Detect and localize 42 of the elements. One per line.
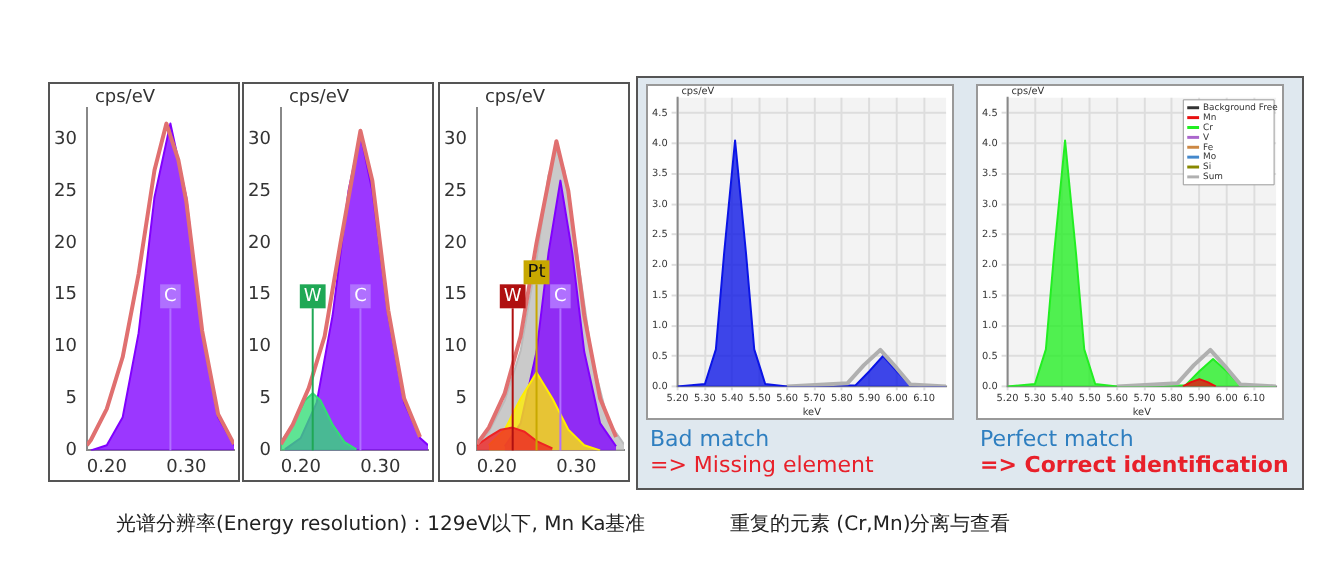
- y-tick-label: 0: [259, 441, 272, 462]
- y-tick-label: 15: [444, 285, 467, 306]
- y-tick-label: 15: [54, 285, 77, 306]
- y-tick-label: 0: [65, 441, 78, 462]
- text: 光谱分辨率(Energy resolution)：129eV以下, Mn Ka基准: [116, 511, 646, 538]
- y-tick-label: 25: [248, 181, 271, 202]
- ref-line-label: C: [164, 287, 177, 308]
- text: => Correct identification: [980, 452, 1289, 478]
- y-axis-title: cps/eV: [94, 87, 157, 108]
- x-tick-label: 0.30: [166, 457, 207, 478]
- y-tick-label: 25: [54, 181, 77, 202]
- y-axis-title: cps/eV: [484, 87, 547, 108]
- ref-line-label: W: [303, 287, 322, 308]
- y-tick-label: 25: [444, 181, 467, 202]
- y-tick-label: 5: [455, 389, 467, 410]
- y-tick-label: 10: [54, 337, 78, 358]
- text: Bad match: [650, 426, 770, 452]
- y-axis-title: cps/eV: [288, 87, 351, 108]
- ref-line-label: C: [554, 287, 567, 308]
- y-tick-label: 20: [54, 233, 78, 254]
- x-tick-label: 0.20: [86, 457, 128, 478]
- x-tick-label: 0.30: [556, 457, 597, 478]
- y-tick-label: 30: [444, 129, 468, 150]
- text: Perfect match: [980, 426, 1134, 452]
- ref-line-label: W: [503, 287, 522, 308]
- text: => Missing element: [650, 452, 874, 478]
- x-tick-label: 0.20: [280, 457, 322, 478]
- ref-line-label: C: [354, 287, 367, 308]
- y-tick-label: 30: [54, 129, 78, 150]
- x-tick-label: 0.30: [360, 457, 401, 478]
- text: 重复的元素 (Cr,Mn)分离与查看: [730, 511, 1011, 538]
- y-tick-label: 10: [248, 337, 272, 358]
- x-tick-label: 0.20: [476, 457, 518, 478]
- y-tick-label: 5: [65, 389, 77, 410]
- ref-line-label: Pt: [527, 263, 547, 284]
- y-tick-label: 15: [248, 285, 271, 306]
- y-tick-label: 0: [455, 441, 468, 462]
- y-tick-label: 10: [444, 337, 468, 358]
- y-tick-label: 20: [248, 233, 272, 254]
- y-tick-label: 5: [259, 389, 271, 410]
- y-tick-label: 30: [248, 129, 272, 150]
- y-tick-label: 20: [444, 233, 468, 254]
